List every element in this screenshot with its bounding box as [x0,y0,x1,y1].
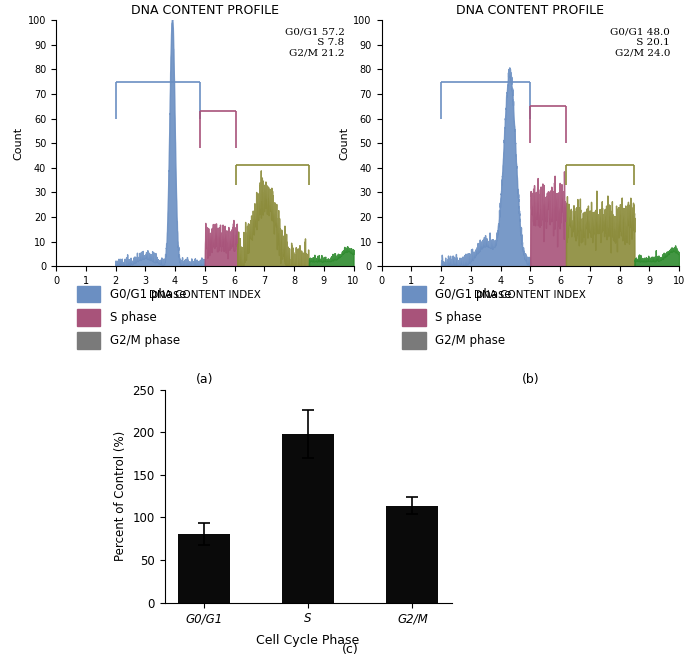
X-axis label: DNA CONTENT INDEX: DNA CONTENT INDEX [475,290,586,300]
Legend: G0/G1 phase, S phase, G2/M phase: G0/G1 phase, S phase, G2/M phase [402,286,512,349]
Legend: G0/G1 phase, S phase, G2/M phase: G0/G1 phase, S phase, G2/M phase [77,286,186,349]
Y-axis label: Count: Count [340,127,349,160]
Title: DNA CONTENT PROFILE: DNA CONTENT PROFILE [456,5,604,17]
Bar [386,505,438,603]
Text: (c): (c) [342,643,358,656]
Text: G0/G1 48.0
     S 20.1
G2/M 24.0: G0/G1 48.0 S 20.1 G2/M 24.0 [610,27,670,57]
Text: (b): (b) [522,373,539,386]
Text: G0/G1 57.2
     S 7.8
G2/M 21.2: G0/G1 57.2 S 7.8 G2/M 21.2 [285,27,344,57]
X-axis label: DNA CONTENT INDEX: DNA CONTENT INDEX [149,290,260,300]
Y-axis label: Count: Count [14,127,24,160]
Bar [282,434,334,603]
X-axis label: Cell Cycle Phase: Cell Cycle Phase [256,634,360,647]
Bar [178,533,230,603]
Text: (a): (a) [196,373,214,386]
Title: DNA CONTENT PROFILE: DNA CONTENT PROFILE [131,5,279,17]
Y-axis label: Percent of Control (%): Percent of Control (%) [114,431,127,561]
